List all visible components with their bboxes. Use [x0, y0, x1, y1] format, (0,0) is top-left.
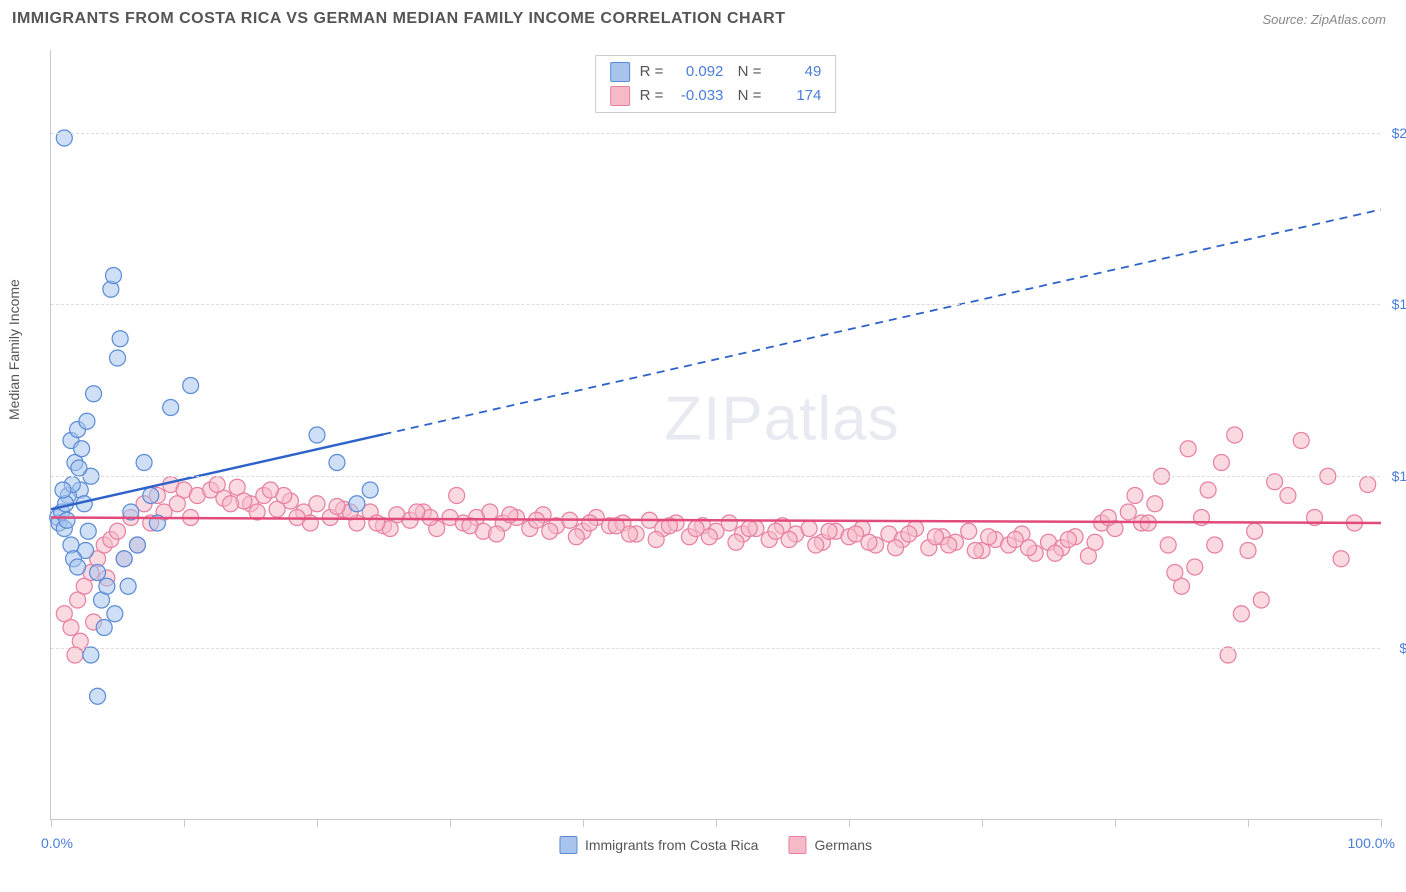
- stats-row-costa-rica: R = 0.092 N = 49: [610, 60, 822, 84]
- legend-swatch-costa-rica: [559, 836, 577, 854]
- legend-item-costa-rica: Immigrants from Costa Rica: [559, 836, 758, 854]
- n-label: N =: [733, 84, 761, 108]
- legend-label-costa-rica: Immigrants from Costa Rica: [585, 837, 758, 853]
- legend: Immigrants from Costa Rica Germans: [559, 836, 872, 854]
- n-label: N =: [733, 60, 761, 84]
- r-value-costa-rica: 0.092: [673, 60, 723, 84]
- y-tick-label: $62,500: [1385, 640, 1406, 656]
- y-tick-label: $250,000: [1385, 125, 1406, 141]
- n-value-germans: 174: [771, 84, 821, 108]
- x-axis-min-label: 0.0%: [41, 835, 73, 851]
- correlation-stats-box: R = 0.092 N = 49 R = -0.033 N = 174: [595, 55, 837, 113]
- y-tick-label: $187,500: [1385, 296, 1406, 312]
- swatch-germans: [610, 86, 630, 106]
- x-axis-max-label: 100.0%: [1348, 835, 1395, 851]
- stats-row-germans: R = -0.033 N = 174: [610, 84, 822, 108]
- r-value-germans: -0.033: [673, 84, 723, 108]
- scatter-plot-svg: [51, 50, 1380, 819]
- r-label: R =: [640, 84, 664, 108]
- chart-area: ZIPatlas R = 0.092 N = 49 R = -0.033 N =…: [50, 50, 1380, 820]
- chart-title: IMMIGRANTS FROM COSTA RICA VS GERMAN MED…: [12, 10, 786, 28]
- n-value-costa-rica: 49: [771, 60, 821, 84]
- legend-item-germans: Germans: [788, 836, 872, 854]
- legend-label-germans: Germans: [814, 837, 872, 853]
- swatch-costa-rica: [610, 62, 630, 82]
- y-axis-label: Median Family Income: [6, 279, 22, 420]
- legend-swatch-germans: [788, 836, 806, 854]
- source-label: Source: ZipAtlas.com: [1262, 12, 1386, 27]
- y-tick-label: $125,000: [1385, 468, 1406, 484]
- r-label: R =: [640, 60, 664, 84]
